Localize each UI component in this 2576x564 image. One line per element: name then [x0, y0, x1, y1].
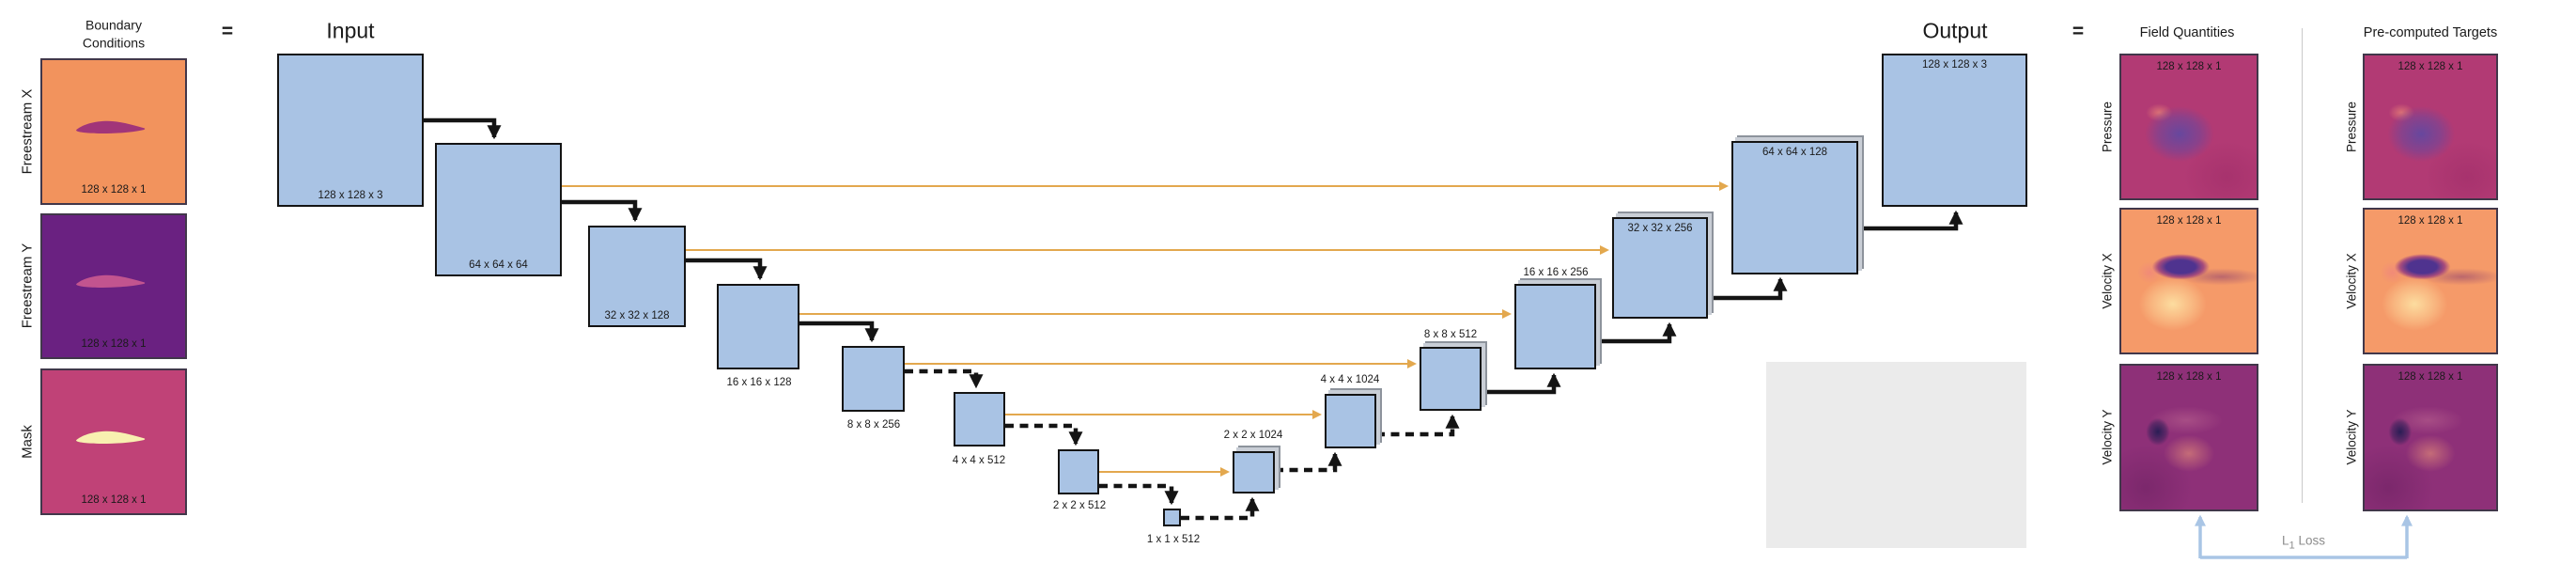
encoder-block-4-dim: 4 x 4 x 512	[952, 455, 1006, 466]
decoder-block-4-dim: 4 x 4 x 1024	[1320, 374, 1380, 385]
fq-pressure-dim: 128 x 128 x 1	[2156, 61, 2222, 72]
precomputed-targets-title: Pre-computed Targets	[2363, 25, 2498, 40]
legend-box	[1766, 362, 2026, 548]
fq-velocity-x-image: 128 x 128 x 1	[2119, 208, 2258, 354]
boundary-conditions-title-line1: Boundary	[85, 17, 142, 33]
input-title: Input	[326, 18, 375, 43]
block-dim: 32 x 32 x 256	[1627, 223, 1693, 234]
boundary-conditions-title-line2: Conditions	[82, 35, 146, 51]
pt-pressure-dim: 128 x 128 x 1	[2398, 61, 2463, 72]
decoder-block-4	[1325, 394, 1376, 448]
pt-pressure-image: 128 x 128 x 1	[2363, 54, 2498, 200]
encoder-block-32: 32 x 32 x 128	[588, 226, 686, 327]
freestream-x-dim: 128 x 128 x 1	[81, 184, 147, 196]
pt-velocity-x-image: 128 x 128 x 1	[2363, 208, 2498, 354]
block-dim: 64 x 64 x 64	[469, 259, 528, 271]
freestream-x-image: 128 x 128 x 1	[40, 58, 187, 205]
conv-4x4-arrows	[424, 118, 879, 343]
encoder-block-128: 128 x 128 x 3	[277, 54, 424, 207]
equals-sign-right: =	[2072, 21, 2085, 42]
block-dim: 128 x 128 x 3	[1921, 59, 1988, 70]
output-title: Output	[1922, 18, 1988, 43]
freestream-y-image: 128 x 128 x 1	[40, 213, 187, 359]
column-divider	[2302, 28, 2303, 503]
pt-velocity-y-image: 128 x 128 x 1	[2363, 364, 2498, 511]
fq-velocity-y-dim: 128 x 128 x 1	[2156, 371, 2222, 383]
encoder-block-16	[717, 284, 799, 369]
decoder-block-16	[1514, 284, 1596, 369]
conv-2x2-arrows	[905, 368, 1179, 506]
freestream-y-dim: 128 x 128 x 1	[81, 338, 147, 350]
encoder-block-1	[1163, 509, 1181, 526]
skip-connection-arrows	[562, 181, 1729, 477]
block-dim: 64 x 64 x 128	[1761, 147, 1828, 158]
l1-loss-label: L1 Loss	[2282, 534, 2325, 552]
pt-velocity-x-dim: 128 x 128 x 1	[2398, 215, 2463, 227]
decoder-block-32: 32 x 32 x 256	[1612, 217, 1708, 319]
encoder-block-64: 64 x 64 x 64	[435, 143, 562, 276]
resize-conv-4x4-arrows	[1482, 210, 1963, 395]
block-dim: 128 x 128 x 3	[318, 190, 383, 201]
decoder-block-8-dim: 8 x 8 x 512	[1423, 329, 1478, 340]
decoder-block-16-dim: 16 x 16 x 256	[1523, 267, 1589, 278]
l1-loss-rest: Loss	[2294, 533, 2326, 548]
encoder-block-16-dim: 16 x 16 x 128	[726, 377, 792, 388]
encoder-block-8-dim: 8 x 8 x 256	[846, 419, 901, 431]
fq-pressure-image: 128 x 128 x 1	[2119, 54, 2258, 200]
equals-sign-left: =	[221, 21, 234, 42]
mask-dim: 128 x 128 x 1	[81, 494, 147, 506]
encoder-block-2-dim: 2 x 2 x 512	[1052, 500, 1107, 511]
pt-velocity-y-dim: 128 x 128 x 1	[2398, 371, 2463, 383]
encoder-block-2	[1058, 449, 1099, 494]
mask-image: 128 x 128 x 1	[40, 368, 187, 515]
l1-loss-connector	[2195, 514, 2413, 559]
decoder-block-2-dim: 2 x 2 x 1024	[1223, 430, 1283, 441]
encoder-block-1-dim: 1 x 1 x 512	[1146, 534, 1201, 545]
decoder-block-8	[1420, 347, 1482, 411]
airfoil-shape	[75, 120, 146, 133]
decoder-block-64: 64 x 64 x 128	[1731, 141, 1858, 274]
airfoil-shape	[75, 275, 146, 289]
encoder-block-8	[842, 346, 905, 412]
encoder-block-4	[954, 392, 1005, 446]
resize-conv-2x2-arrows	[1181, 414, 1460, 521]
fq-velocity-x-dim: 128 x 128 x 1	[2156, 215, 2222, 227]
block-dim: 32 x 32 x 128	[604, 310, 670, 321]
airfoil-shape	[75, 431, 146, 444]
output-block-128: 128 x 128 x 3	[1882, 54, 2027, 207]
fq-velocity-y-image: 128 x 128 x 1	[2119, 364, 2258, 511]
l1-loss-sub: 1	[2289, 540, 2295, 552]
field-quantities-title: Field Quantities	[2139, 25, 2235, 40]
l1-loss-base: L	[2281, 533, 2289, 548]
decoder-block-2	[1233, 451, 1275, 494]
